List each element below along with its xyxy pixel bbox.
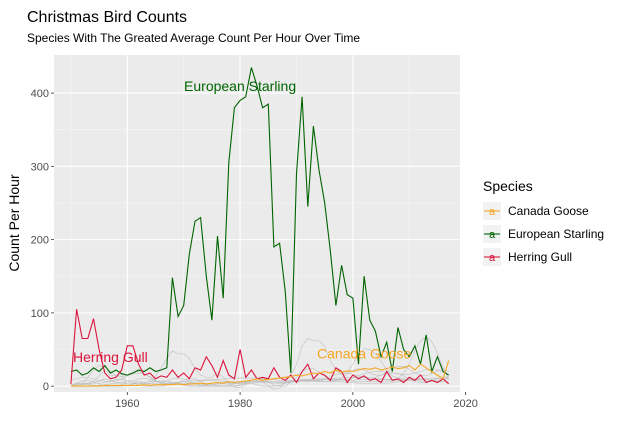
y-tick-label: 400 <box>31 88 49 100</box>
legend-key-letter: a <box>489 206 496 218</box>
annotations: European Starling Herring Gull Canada Goos… <box>73 78 411 365</box>
legend-label-herring-gull: Herring Gull <box>508 250 572 264</box>
x-tick-label: 2000 <box>341 398 365 410</box>
annotation-european-starling: European Starling <box>184 78 296 94</box>
legend-label-canada-goose: Canada Goose <box>508 204 589 218</box>
series-line-canada-goose <box>70 360 450 387</box>
legend-key-letter: a <box>489 229 496 241</box>
y-tick-label: 300 <box>31 161 49 173</box>
grid-lines <box>54 55 460 392</box>
legend-title: Species <box>483 178 533 194</box>
series-line-herring-gull <box>70 309 450 385</box>
x-tick-label: 1960 <box>115 398 139 410</box>
y-tick-label: 0 <box>43 381 49 393</box>
y-tick-label: 100 <box>31 308 49 320</box>
y-tick-label: 200 <box>31 235 49 247</box>
chart-subtitle: Species With The Greated Average Count P… <box>27 31 360 45</box>
legend: Species a Canada Goose a European Starling a… <box>483 178 604 266</box>
series-line-european-starling <box>70 67 449 376</box>
plot-panel <box>54 55 460 392</box>
y-axis-title: Count Per Hour <box>6 174 22 272</box>
legend-key-letter: a <box>489 252 496 264</box>
chart-title: Christmas Bird Counts <box>27 9 187 26</box>
annotation-herring-gull: Herring Gull <box>73 349 148 365</box>
series-lines <box>70 67 450 390</box>
series-line-other-7 <box>70 379 449 387</box>
legend-label-european-starling: European Starling <box>508 227 604 241</box>
x-tick-label: 2020 <box>453 398 477 410</box>
axis-ticks: 0 100 200 300 400 1960 1980 2000 2020 <box>31 88 478 410</box>
x-tick-label: 1980 <box>228 398 252 410</box>
series-line-other-10 <box>70 376 449 387</box>
annotation-canada-goose: Canada Goose <box>317 345 411 361</box>
